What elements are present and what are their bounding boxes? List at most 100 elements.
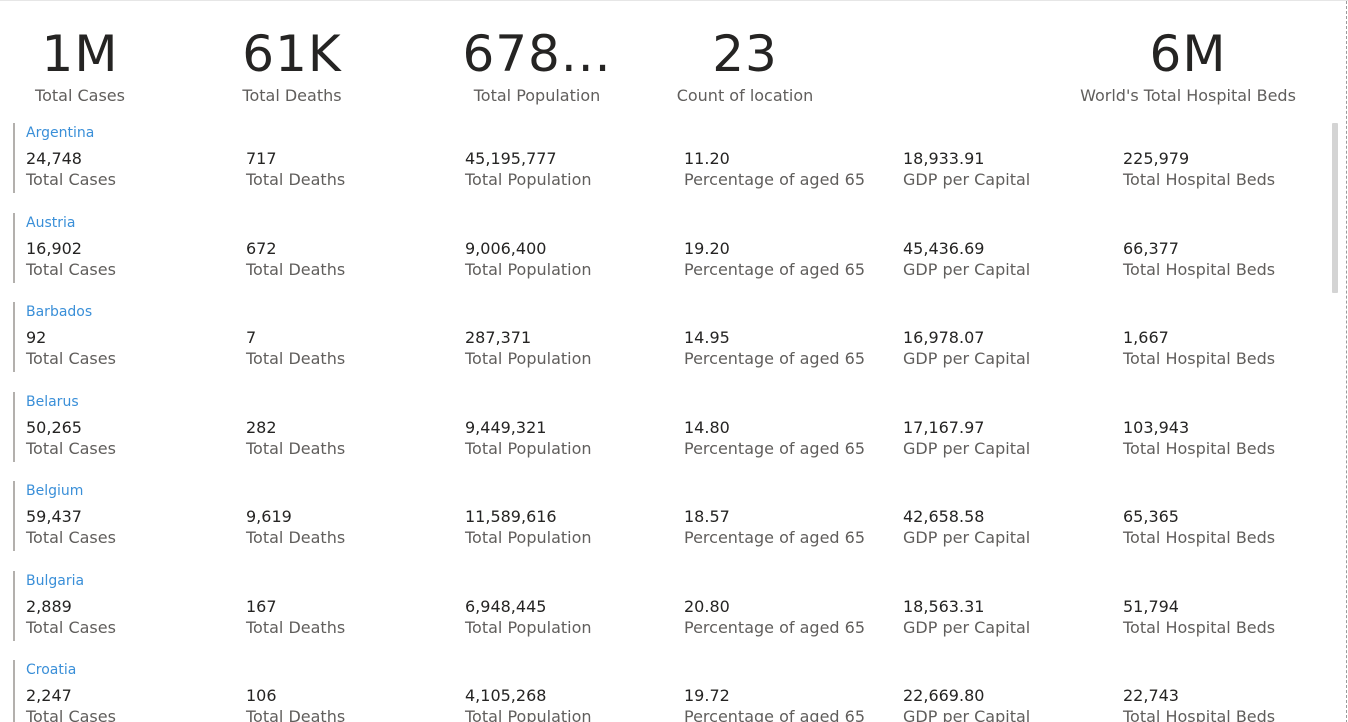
field-value: 14.95: [684, 328, 730, 347]
field-label: Total Deaths: [246, 439, 346, 458]
field-label: GDP per Capital: [903, 528, 1031, 547]
kpi-value: 1M: [41, 25, 119, 83]
field-label: Total Hospital Beds: [1123, 439, 1276, 458]
field-label: GDP per Capital: [903, 618, 1031, 637]
field-label: Total Hospital Beds: [1123, 707, 1276, 722]
field-label: Total Hospital Beds: [1123, 170, 1276, 189]
field-label: Percentage of aged 65: [684, 707, 866, 722]
kpi-value: 61K: [242, 25, 342, 83]
field-label: Total Population: [465, 528, 592, 547]
row-title: Belarus: [26, 394, 79, 410]
field-label: GDP per Capital: [903, 260, 1031, 279]
field-label: Total Deaths: [246, 349, 346, 368]
kpi-card-world-hospital-beds[interactable]: 6M World's Total Hospital Beds: [1078, 23, 1298, 107]
field-value: 16,978.07: [903, 328, 985, 347]
field-value: 18,933.91: [903, 149, 985, 168]
kpi-card-total-population[interactable]: 678... Total Population: [462, 23, 612, 107]
field-value: 9,619: [246, 507, 292, 526]
field-value: 17,167.97: [903, 418, 985, 437]
field-value: 6,948,445: [465, 597, 547, 616]
field-total-population: 11,589,616 Total Population: [465, 507, 592, 549]
kpi-value: 23: [712, 25, 778, 83]
field-label: Total Cases: [26, 439, 116, 458]
card-row-austria[interactable]: Austria 16,902 Total Cases 672 Total Dea…: [13, 213, 1315, 283]
field-value: 1,667: [1123, 328, 1169, 347]
field-total-deaths: 672 Total Deaths: [246, 239, 345, 281]
field-total-hospital-beds: 51,794 Total Hospital Beds: [1123, 597, 1275, 639]
field-value: 51,794: [1123, 597, 1179, 616]
field-total-population: 9,006,400 Total Population: [465, 239, 592, 281]
field-value: 717: [246, 149, 277, 168]
field-label: Total Cases: [26, 618, 116, 637]
kpi-label: Total Deaths: [242, 86, 342, 105]
field-total-population: 4,105,268 Total Population: [465, 686, 592, 722]
card-row-argentina[interactable]: Argentina 24,748 Total Cases 717 Total D…: [13, 123, 1315, 193]
field-total-cases: 92 Total Cases: [26, 328, 116, 370]
field-total-population: 9,449,321 Total Population: [465, 418, 592, 460]
field-label: GDP per Capital: [903, 707, 1031, 722]
field-label: Total Deaths: [246, 170, 346, 189]
field-aged-65: 11.20 Percentage of aged 65: [684, 149, 865, 191]
field-value: 45,436.69: [903, 239, 985, 258]
field-value: 92: [26, 328, 47, 347]
field-value: 50,265: [26, 418, 82, 437]
card-row-croatia[interactable]: Croatia 2,247 Total Cases 106 Total Deat…: [13, 660, 1315, 722]
field-value: 45,195,777: [465, 149, 557, 168]
field-total-cases: 16,902 Total Cases: [26, 239, 116, 281]
field-value: 9,449,321: [465, 418, 547, 437]
field-value: 2,247: [26, 686, 72, 705]
kpi-card-count-of-location[interactable]: 23 Count of location: [670, 23, 820, 107]
field-label: GDP per Capital: [903, 170, 1031, 189]
field-aged-65: 20.80 Percentage of aged 65: [684, 597, 865, 639]
field-label: Total Deaths: [246, 528, 346, 547]
field-label: Total Population: [465, 439, 592, 458]
scrollbar-thumb[interactable]: [1332, 123, 1338, 293]
field-value: 18,563.31: [903, 597, 985, 616]
field-total-hospital-beds: 65,365 Total Hospital Beds: [1123, 507, 1275, 549]
field-value: 14.80: [684, 418, 730, 437]
field-total-hospital-beds: 225,979 Total Hospital Beds: [1123, 149, 1275, 191]
field-total-hospital-beds: 22,743 Total Hospital Beds: [1123, 686, 1275, 722]
field-total-deaths: 9,619 Total Deaths: [246, 507, 345, 549]
row-title: Austria: [26, 215, 76, 231]
field-label: Total Cases: [26, 528, 116, 547]
card-row-bulgaria[interactable]: Bulgaria 2,889 Total Cases 167 Total Dea…: [13, 571, 1315, 641]
field-gdp-per-capital: 16,978.07 GDP per Capital: [903, 328, 1030, 370]
field-value: 4,105,268: [465, 686, 547, 705]
field-value: 11,589,616: [465, 507, 557, 526]
field-label: Total Population: [465, 618, 592, 637]
kpi-card-total-deaths[interactable]: 61K Total Deaths: [232, 23, 352, 107]
field-value: 11.20: [684, 149, 730, 168]
multi-row-card[interactable]: Argentina 24,748 Total Cases 717 Total D…: [0, 123, 1330, 722]
field-label: GDP per Capital: [903, 349, 1031, 368]
field-value: 7: [246, 328, 257, 347]
field-label: Total Deaths: [246, 618, 346, 637]
field-value: 42,658.58: [903, 507, 985, 526]
kpi-label: Total Cases: [35, 86, 125, 105]
field-total-deaths: 7 Total Deaths: [246, 328, 345, 370]
field-label: Total Population: [465, 707, 592, 722]
field-value: 16,902: [26, 239, 82, 258]
field-total-cases: 24,748 Total Cases: [26, 149, 116, 191]
field-label: Percentage of aged 65: [684, 170, 866, 189]
field-aged-65: 19.72 Percentage of aged 65: [684, 686, 865, 722]
field-total-cases: 2,889 Total Cases: [26, 597, 116, 639]
field-aged-65: 14.80 Percentage of aged 65: [684, 418, 865, 460]
field-total-hospital-beds: 1,667 Total Hospital Beds: [1123, 328, 1275, 370]
field-total-cases: 50,265 Total Cases: [26, 418, 116, 460]
kpi-card-total-cases[interactable]: 1M Total Cases: [20, 23, 140, 107]
field-label: Percentage of aged 65: [684, 528, 866, 547]
field-value: 65,365: [1123, 507, 1179, 526]
field-total-deaths: 282 Total Deaths: [246, 418, 345, 460]
field-gdp-per-capital: 42,658.58 GDP per Capital: [903, 507, 1030, 549]
row-title: Belgium: [26, 483, 84, 499]
card-row-belarus[interactable]: Belarus 50,265 Total Cases 282 Total Dea…: [13, 392, 1315, 462]
field-value: 282: [246, 418, 277, 437]
card-row-barbados[interactable]: Barbados 92 Total Cases 7 Total Deaths 2…: [13, 302, 1315, 372]
kpi-value: 6M: [1149, 25, 1227, 83]
field-value: 287,371: [465, 328, 532, 347]
field-total-population: 45,195,777 Total Population: [465, 149, 592, 191]
card-row-belgium[interactable]: Belgium 59,437 Total Cases 9,619 Total D…: [13, 481, 1315, 551]
vertical-scrollbar[interactable]: [1332, 123, 1338, 722]
